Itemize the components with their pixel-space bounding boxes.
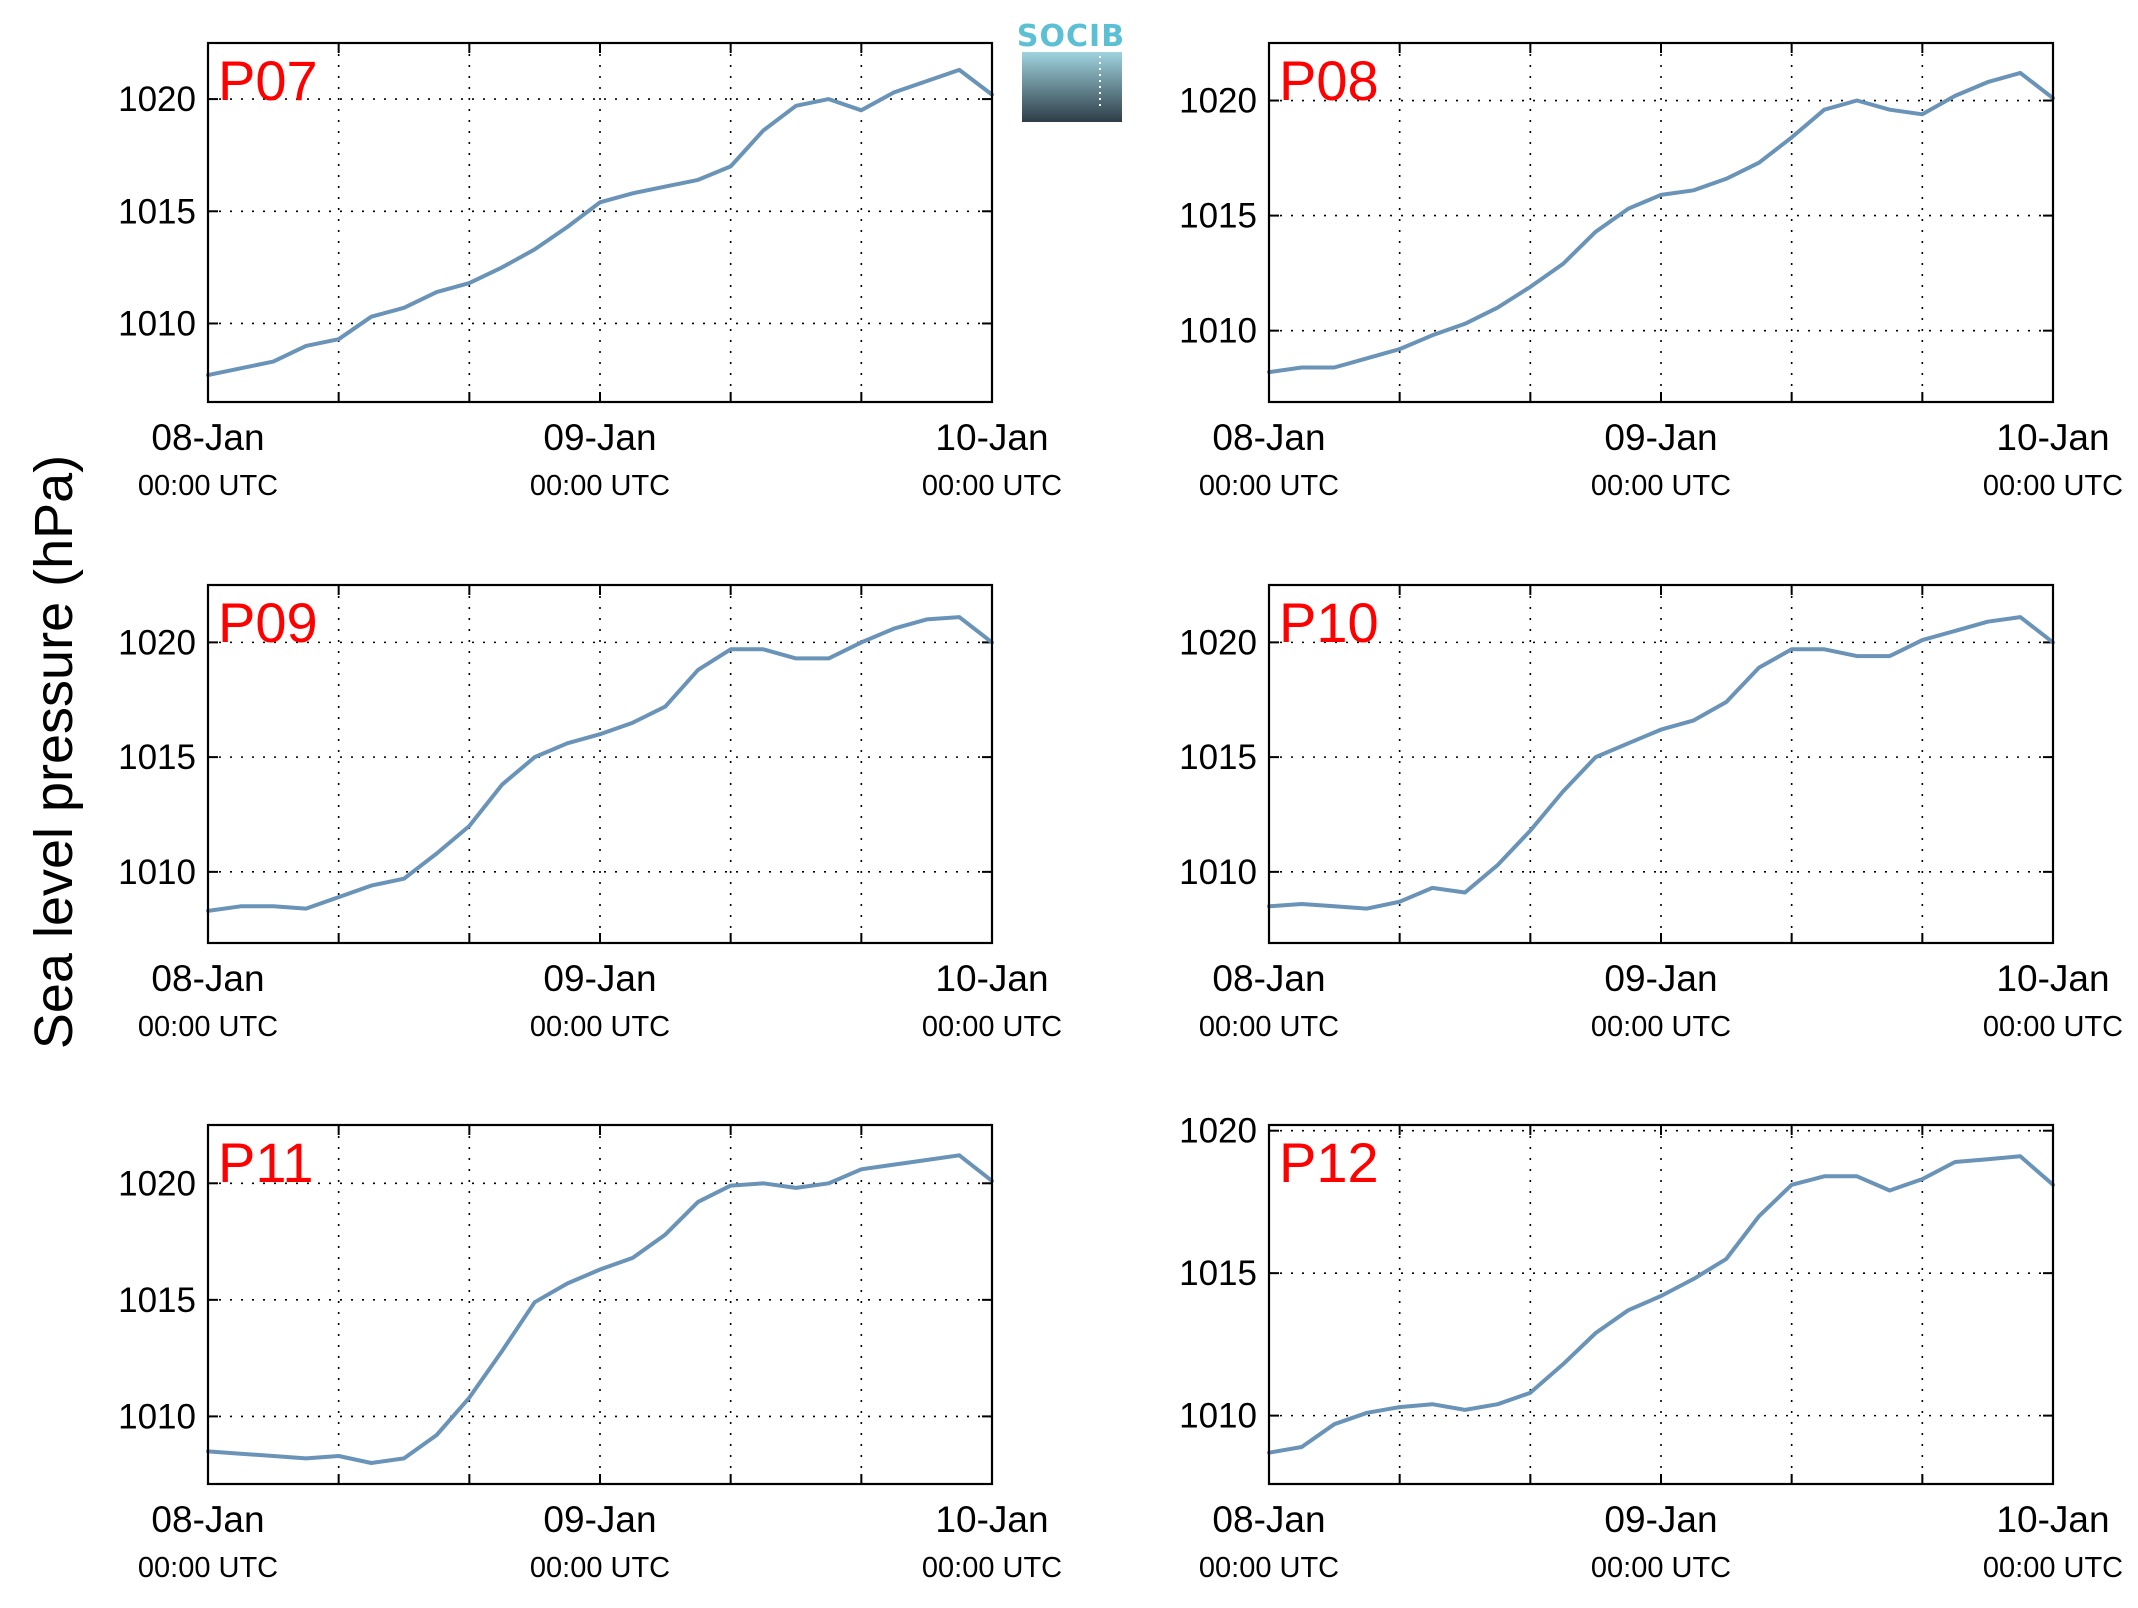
x-tick-sublabel: 00:00 UTC bbox=[530, 1552, 670, 1584]
x-tick-label: 08-Jan bbox=[1212, 958, 1325, 999]
y-tick-label: 1010 bbox=[1179, 1397, 1257, 1436]
plot-frame bbox=[1267, 583, 2055, 945]
y-tick-label: 1010 bbox=[1179, 853, 1257, 892]
y-tick-label: 1020 bbox=[1179, 623, 1257, 662]
x-tick-sublabel: 00:00 UTC bbox=[1983, 1552, 2123, 1584]
y-tick-label: 1015 bbox=[1179, 197, 1257, 236]
series-line-p09 bbox=[206, 615, 994, 913]
panel-title: P08 bbox=[1279, 49, 1379, 112]
panel-p10: 1010 1015 1020 08-Jan 00:00 UTC 09-Jan 00:00 U… bbox=[1179, 583, 2123, 1043]
series-line-p12 bbox=[1267, 1154, 2055, 1455]
plot-frame bbox=[206, 583, 994, 945]
logo-text: SOCIB bbox=[1017, 19, 1125, 54]
logo-block bbox=[1022, 52, 1122, 122]
x-tick-label: 10-Jan bbox=[935, 1499, 1048, 1540]
x-tick-sublabel: 00:00 UTC bbox=[138, 1011, 278, 1043]
plot-frame bbox=[1267, 1123, 2055, 1486]
x-tick-label: 08-Jan bbox=[151, 958, 264, 999]
x-tick-label: 09-Jan bbox=[1604, 1499, 1717, 1540]
x-tick-sublabel: 00:00 UTC bbox=[1199, 1011, 1339, 1043]
y-tick-label: 1010 bbox=[118, 1397, 196, 1436]
y-tick-label: 1020 bbox=[1179, 1112, 1257, 1151]
y-tick-label: 1015 bbox=[118, 192, 196, 231]
panel-p07: 1010 1015 1020 08-Jan 00:00 UTC 09-Jan 00:00 U… bbox=[118, 41, 1062, 502]
x-tick-label: 10-Jan bbox=[1996, 958, 2109, 999]
series-line-p07 bbox=[206, 67, 994, 378]
plot-frame bbox=[206, 1123, 994, 1486]
x-tick-sublabel: 00:00 UTC bbox=[138, 470, 278, 502]
panel-p12: 1010 1015 1020 08-Jan 00:00 UTC 09-Jan 00:00 U… bbox=[1179, 1112, 2123, 1584]
x-tick-sublabel: 00:00 UTC bbox=[138, 1552, 278, 1584]
x-tick-label: 08-Jan bbox=[151, 417, 264, 458]
x-tick-sublabel: 00:00 UTC bbox=[1199, 470, 1339, 502]
y-tick-label: 1020 bbox=[1179, 82, 1257, 121]
panel-title: P09 bbox=[218, 591, 318, 654]
y-tick-label: 1010 bbox=[118, 304, 196, 343]
plot-frame bbox=[1267, 41, 2055, 404]
x-tick-label: 09-Jan bbox=[1604, 417, 1717, 458]
socib-logo: SOCIB bbox=[1017, 19, 1125, 122]
y-tick-label: 1010 bbox=[118, 853, 196, 892]
y-tick-label: 1015 bbox=[118, 1281, 196, 1320]
x-tick-sublabel: 00:00 UTC bbox=[530, 470, 670, 502]
panel-title: P11 bbox=[218, 1131, 313, 1194]
x-tick-sublabel: 00:00 UTC bbox=[1983, 1011, 2123, 1043]
x-tick-label: 10-Jan bbox=[935, 417, 1048, 458]
x-tick-label: 10-Jan bbox=[1996, 417, 2109, 458]
plot-frame bbox=[206, 41, 994, 404]
x-tick-label: 09-Jan bbox=[543, 1499, 656, 1540]
x-tick-sublabel: 00:00 UTC bbox=[922, 1011, 1062, 1043]
x-tick-label: 09-Jan bbox=[1604, 958, 1717, 999]
panel-title: P10 bbox=[1279, 591, 1379, 654]
x-tick-sublabel: 00:00 UTC bbox=[1591, 470, 1731, 502]
x-tick-label: 08-Jan bbox=[1212, 1499, 1325, 1540]
series-line-p10 bbox=[1267, 615, 2055, 911]
x-tick-label: 10-Jan bbox=[1996, 1499, 2109, 1540]
y-tick-label: 1015 bbox=[118, 738, 196, 777]
panel-p09: 1010 1015 1020 08-Jan 00:00 UTC 09-Jan 00:00 U… bbox=[118, 583, 1062, 1043]
y-tick-label: 1020 bbox=[118, 80, 196, 119]
panel-title: P12 bbox=[1279, 1131, 1379, 1194]
x-tick-label: 09-Jan bbox=[543, 417, 656, 458]
y-tick-label: 1020 bbox=[118, 1164, 196, 1203]
x-tick-sublabel: 00:00 UTC bbox=[922, 1552, 1062, 1584]
panels-group: 1010 1015 1020 08-Jan 00:00 UTC 09-Jan 00:00 U… bbox=[118, 41, 2123, 1584]
panel-title: P07 bbox=[218, 49, 318, 112]
x-tick-sublabel: 00:00 UTC bbox=[1983, 470, 2123, 502]
x-tick-sublabel: 00:00 UTC bbox=[922, 470, 1062, 502]
y-tick-label: 1020 bbox=[118, 623, 196, 662]
series-line-p08 bbox=[1267, 70, 2055, 375]
x-tick-sublabel: 00:00 UTC bbox=[1591, 1552, 1731, 1584]
x-tick-sublabel: 00:00 UTC bbox=[1591, 1011, 1731, 1043]
y-tick-label: 1015 bbox=[1179, 738, 1257, 777]
y-tick-label: 1010 bbox=[1179, 312, 1257, 351]
x-tick-label: 08-Jan bbox=[1212, 417, 1325, 458]
series-line-p11 bbox=[206, 1153, 994, 1465]
x-tick-label: 10-Jan bbox=[935, 958, 1048, 999]
panel-p11: 1010 1015 1020 08-Jan 00:00 UTC 09-Jan 00:00 U… bbox=[118, 1123, 1062, 1584]
y-axis-label: Sea level pressure (hPa) bbox=[24, 455, 84, 1049]
y-tick-label: 1015 bbox=[1179, 1254, 1257, 1293]
x-tick-sublabel: 00:00 UTC bbox=[1199, 1552, 1339, 1584]
x-tick-sublabel: 00:00 UTC bbox=[530, 1011, 670, 1043]
x-tick-label: 09-Jan bbox=[543, 958, 656, 999]
panel-p08: 1010 1015 1020 08-Jan 00:00 UTC 09-Jan 00:00 U… bbox=[1179, 41, 2123, 502]
x-tick-label: 08-Jan bbox=[151, 1499, 264, 1540]
